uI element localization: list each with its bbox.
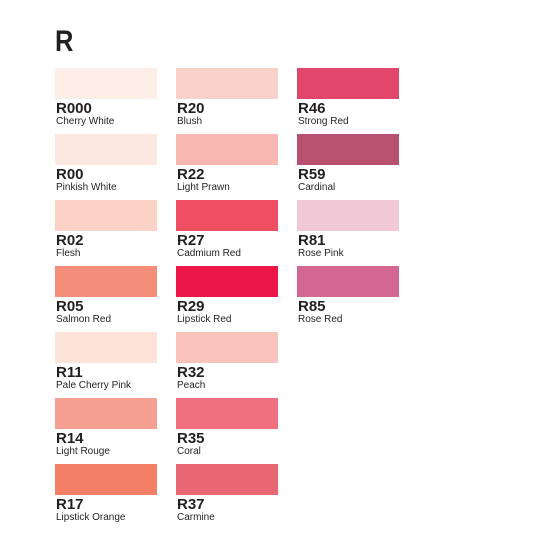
color-swatch <box>176 266 278 297</box>
swatch-code: R22 <box>177 166 205 183</box>
swatch-name: Salmon Red <box>56 314 112 325</box>
swatch-code: R02 <box>56 232 84 249</box>
swatch-name: Light Prawn <box>177 182 230 193</box>
swatch-code: R00 <box>56 166 84 183</box>
page-title: R <box>55 25 73 58</box>
swatch-name: Rose Red <box>298 314 343 325</box>
color-swatch <box>297 200 399 231</box>
swatch-card-r59: R59 Cardinal <box>297 134 399 200</box>
swatch-card-r20: R20 Blush <box>176 68 278 134</box>
swatch-name: Pinkish White <box>56 182 117 193</box>
swatch-column-3: R46 Strong Red R59 Cardinal R81 Rose Pin… <box>297 68 399 332</box>
color-swatch <box>176 200 278 231</box>
swatch-code: R27 <box>177 232 205 249</box>
swatch-name: Carmine <box>177 512 215 523</box>
swatch-card-r11: R11 Pale Cherry Pink <box>55 332 157 398</box>
swatch-name: Light Rouge <box>56 446 110 457</box>
color-swatch <box>176 68 278 99</box>
color-swatch <box>55 266 157 297</box>
swatch-column-1: R000 Cherry White R00 Pinkish White R02 … <box>55 68 157 530</box>
swatch-code: R20 <box>177 100 205 117</box>
color-swatch <box>55 200 157 231</box>
swatch-name: Coral <box>177 446 201 457</box>
swatch-card-r14: R14 Light Rouge <box>55 398 157 464</box>
swatch-name: Rose Pink <box>298 248 344 259</box>
swatch-card-r46: R46 Strong Red <box>297 68 399 134</box>
swatch-code: R32 <box>177 364 205 381</box>
swatch-code: R37 <box>177 496 205 513</box>
swatch-card-r000: R000 Cherry White <box>55 68 157 134</box>
swatch-name: Blush <box>177 116 203 127</box>
swatch-name: Peach <box>177 380 206 391</box>
swatch-card-r27: R27 Cadmium Red <box>176 200 278 266</box>
swatch-card-r32: R32 Peach <box>176 332 278 398</box>
swatch-card-r35: R35 Coral <box>176 398 278 464</box>
swatch-code: R29 <box>177 298 205 315</box>
swatch-name: Cherry White <box>56 116 115 127</box>
swatch-code: R05 <box>56 298 84 315</box>
swatch-name: Strong Red <box>298 116 349 127</box>
color-swatch <box>55 332 157 363</box>
swatch-card-r00: R00 Pinkish White <box>55 134 157 200</box>
color-swatch <box>176 332 278 363</box>
swatch-name: Lipstick Red <box>177 314 232 325</box>
swatch-card-r02: R02 Flesh <box>55 200 157 266</box>
swatch-code: R17 <box>56 496 84 513</box>
swatch-code: R81 <box>298 232 326 249</box>
color-swatch <box>297 68 399 99</box>
color-swatch <box>297 134 399 165</box>
swatch-name: Cadmium Red <box>177 248 241 259</box>
swatch-name: Cardinal <box>298 182 336 193</box>
swatch-code: R14 <box>56 430 84 447</box>
color-swatch <box>55 464 157 495</box>
swatch-code: R85 <box>298 298 326 315</box>
swatch-column-2: R20 Blush R22 Light Prawn R27 Cadmium Re… <box>176 68 278 530</box>
swatch-card-r29: R29 Lipstick Red <box>176 266 278 332</box>
swatch-card-r37: R37 Carmine <box>176 464 278 530</box>
swatch-name: Pale Cherry Pink <box>56 380 132 391</box>
color-swatch <box>55 134 157 165</box>
color-swatch <box>176 464 278 495</box>
swatch-code: R59 <box>298 166 326 183</box>
swatch-card-r85: R85 Rose Red <box>297 266 399 332</box>
color-swatch <box>55 398 157 429</box>
swatch-name: Lipstick Orange <box>56 512 126 523</box>
color-swatch <box>176 398 278 429</box>
swatch-code: R11 <box>56 364 83 381</box>
swatch-code: R46 <box>298 100 326 117</box>
color-swatch <box>297 266 399 297</box>
swatch-name: Flesh <box>56 248 81 259</box>
swatch-card-r17: R17 Lipstick Orange <box>55 464 157 530</box>
swatch-code: R35 <box>177 430 205 447</box>
swatch-card-r81: R81 Rose Pink <box>297 200 399 266</box>
color-swatch <box>55 68 157 99</box>
swatch-card-r22: R22 Light Prawn <box>176 134 278 200</box>
swatch-card-r05: R05 Salmon Red <box>55 266 157 332</box>
swatch-code: R000 <box>56 100 92 117</box>
color-swatch <box>176 134 278 165</box>
